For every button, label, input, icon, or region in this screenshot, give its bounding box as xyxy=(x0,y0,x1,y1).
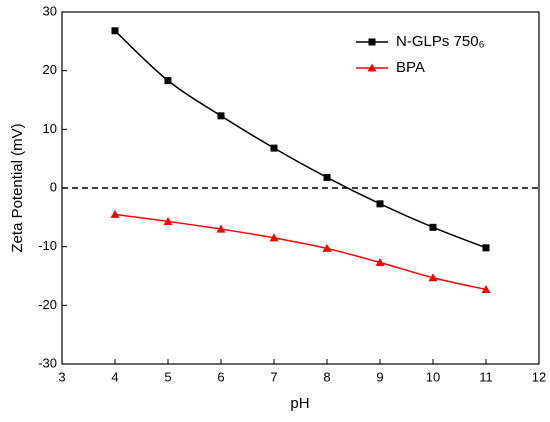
y-axis-label: Zeta Potential (mV) xyxy=(9,123,26,252)
x-tick-label: 6 xyxy=(217,369,224,384)
marker xyxy=(111,27,119,35)
y-tick-label: 0 xyxy=(50,179,57,194)
y-tick-label: 20 xyxy=(43,62,57,77)
legend-label: N-GLPs 750₆ xyxy=(396,33,485,50)
marker xyxy=(270,144,278,152)
x-tick-label: 11 xyxy=(479,369,493,384)
marker xyxy=(216,224,226,233)
legend-label: BPA xyxy=(396,59,425,76)
marker xyxy=(110,209,120,218)
x-tick-label: 10 xyxy=(426,369,440,384)
marker xyxy=(322,243,332,252)
x-tick-label: 4 xyxy=(111,369,118,384)
x-tick-label: 12 xyxy=(532,369,546,384)
marker xyxy=(368,38,376,46)
y-tick-label: -10 xyxy=(38,238,57,253)
x-tick-label: 3 xyxy=(58,369,65,384)
marker xyxy=(323,173,331,181)
y-tick-label: 10 xyxy=(43,121,57,136)
series-line xyxy=(114,213,487,291)
y-tick-label: -30 xyxy=(38,355,57,370)
marker xyxy=(367,63,377,72)
marker xyxy=(481,284,491,293)
marker xyxy=(163,216,173,225)
x-tick-label: 7 xyxy=(270,369,277,384)
y-tick-label: 30 xyxy=(43,3,57,18)
y-tick-label: -20 xyxy=(38,297,57,312)
series-line xyxy=(114,30,487,249)
marker xyxy=(429,223,437,231)
marker xyxy=(375,258,385,267)
x-axis-label: pH xyxy=(290,395,309,412)
marker xyxy=(428,273,438,282)
marker xyxy=(164,77,172,85)
x-tick-label: 9 xyxy=(376,369,383,384)
x-tick-label: 8 xyxy=(323,369,330,384)
marker xyxy=(376,200,384,208)
marker xyxy=(217,112,225,120)
marker xyxy=(269,233,279,242)
marker xyxy=(482,244,490,252)
x-tick-label: 5 xyxy=(164,369,171,384)
